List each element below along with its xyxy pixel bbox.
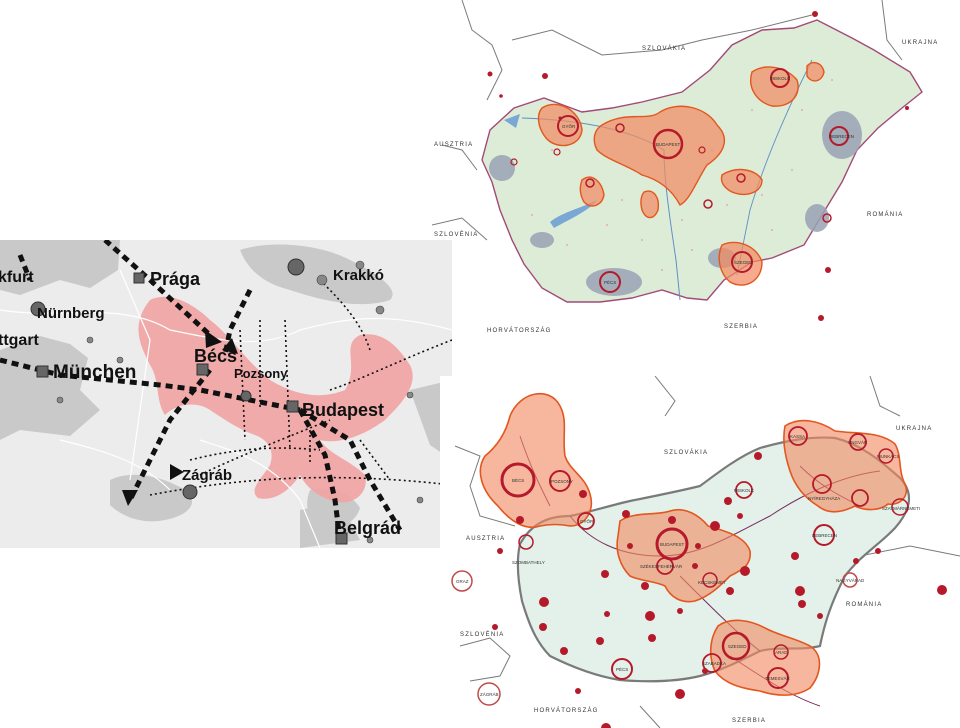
neighbour-borders <box>432 0 903 241</box>
label-zagrab-bottom: ZÁGRÁB <box>480 691 499 697</box>
country-borders <box>0 269 452 548</box>
label-slovakia-bottom: SZLOVÁKIA <box>664 449 708 456</box>
map-hungary-crossborder-svg: SZLOVÁKIA UKRAJNA AUSZTRIA SZLOVÉNIA ROM… <box>451 376 960 728</box>
label-temesvar-bottom: TEMESVÁR <box>765 675 791 681</box>
label-croatia-bottom: HORVÁTORSZÁG <box>534 707 599 714</box>
label-budapest: Budapest <box>302 400 384 420</box>
lake-ferto <box>504 114 520 128</box>
label-szekesfehervar-bottom: SZÉKESFEHÉRVÁR <box>640 563 683 569</box>
city-markers <box>30 258 348 545</box>
label-nagyvarad-bottom: NAGYVÁRAD <box>836 577 865 583</box>
small-towns <box>56 260 424 544</box>
label-austria: AUSZTRIA <box>434 142 473 148</box>
label-pozsony: Pozsony <box>234 366 288 381</box>
major-city-rings <box>451 426 909 706</box>
map-hungary-crossborder: SZLOVÁKIA UKRAJNA AUSZTRIA SZLOVÉNIA ROM… <box>440 376 960 728</box>
label-budapest-top: BUDAPEST <box>656 142 681 147</box>
label-szeged-bottom: SZEGED <box>728 644 747 649</box>
map-central-europe-svg: kfurt Prága Krakkó Nürnberg ttgart Bécs … <box>0 240 452 548</box>
label-praga: Prága <box>150 269 201 289</box>
label-miskolc-bottom: MISKOLC <box>734 488 755 493</box>
landuse-texture <box>531 79 833 271</box>
label-szabadka-bottom: SZABADKA <box>702 661 726 666</box>
label-szeged-top: SZEGED <box>734 260 753 265</box>
town-dots <box>492 452 947 728</box>
label-austria-bottom: AUSZTRIA <box>466 536 505 542</box>
label-ukraine-bottom: UKRAJNA <box>896 426 932 432</box>
label-gyor-bottom: GYŐR <box>580 518 594 524</box>
label-kassa-bottom: KASSA <box>790 434 805 439</box>
label-slovenia-bottom: SZLOVÉNIA <box>460 631 504 638</box>
corridor-arrowheads <box>122 330 238 506</box>
label-krakko: Krakkó <box>333 267 384 284</box>
gray-regions <box>0 240 452 548</box>
label-becs: Bécs <box>194 346 237 366</box>
label-miskolc-top: MISKOLC <box>770 76 791 81</box>
lake-balaton <box>550 200 597 228</box>
river-tisza <box>736 59 813 276</box>
label-gyor-top: GYŐR <box>562 123 576 129</box>
map-hungary-agglomerations-svg: SZLOVÁKIA UKRAJNA AUSZTRIA SZLOVÉNIA ROM… <box>432 0 938 334</box>
map-central-europe-corridors: kfurt Prága Krakkó Nürnberg ttgart Bécs … <box>0 240 452 548</box>
pink-urban-spread <box>138 296 413 503</box>
label-croatia: HORVÁTORSZÁG <box>487 327 552 334</box>
label-munkacs-bottom: MUNKÁCS <box>877 453 900 459</box>
label-serbia-bottom: SZERBIA <box>732 718 766 724</box>
label-serbia: SZERBIA <box>724 324 758 330</box>
label-debrecen-top: DEBRECEN <box>829 134 854 139</box>
label-arad-bottom: ARAD <box>775 650 788 655</box>
label-budapest-bottom: BUDAPEST <box>660 542 685 547</box>
label-debrecen-bottom: DEBRECEN <box>812 533 837 538</box>
label-nyiregyhaza-bottom: NYÍREGYHÁZA <box>808 495 840 501</box>
label-ungvar-bottom: UNGVÁR <box>848 439 868 445</box>
label-zagrab: Zágráb <box>182 467 232 484</box>
label-slovakia: SZLOVÁKIA <box>642 45 686 52</box>
label-munchen: München <box>53 362 136 383</box>
secondary-links <box>149 279 452 496</box>
label-szatmarnemeti-bottom: SZATMÁRNÉMETI <box>882 505 920 511</box>
label-slovenia: SZLOVÉNIA <box>434 231 478 238</box>
label-kecskemet-bottom: KECSKEMÉT <box>698 579 726 585</box>
label-romania-bottom: ROMÁNIA <box>846 601 882 608</box>
city-rings <box>510 68 849 293</box>
label-stuttgart: ttgart <box>0 332 40 349</box>
label-pozsony-bottom: POZSONY <box>551 479 573 484</box>
label-romania: ROMÁNIA <box>867 211 903 218</box>
city-dots <box>487 11 909 321</box>
label-becs-bottom: BÉCS <box>512 477 524 483</box>
label-szombathely-bottom: SZOMBATHELY <box>512 560 545 565</box>
label-frankfurt: kfurt <box>0 269 34 286</box>
label-pecs-top: PÉCS <box>604 279 616 285</box>
label-belgrad: Belgrád <box>334 518 401 538</box>
label-pecs-bottom: PÉCS <box>616 666 628 672</box>
label-ukraine: UKRAJNA <box>902 40 938 46</box>
label-nurnberg: Nürnberg <box>37 305 105 322</box>
label-graz-bottom: GRAZ <box>456 579 469 584</box>
map-hungary-agglomerations: SZLOVÁKIA UKRAJNA AUSZTRIA SZLOVÉNIA ROM… <box>432 0 960 340</box>
